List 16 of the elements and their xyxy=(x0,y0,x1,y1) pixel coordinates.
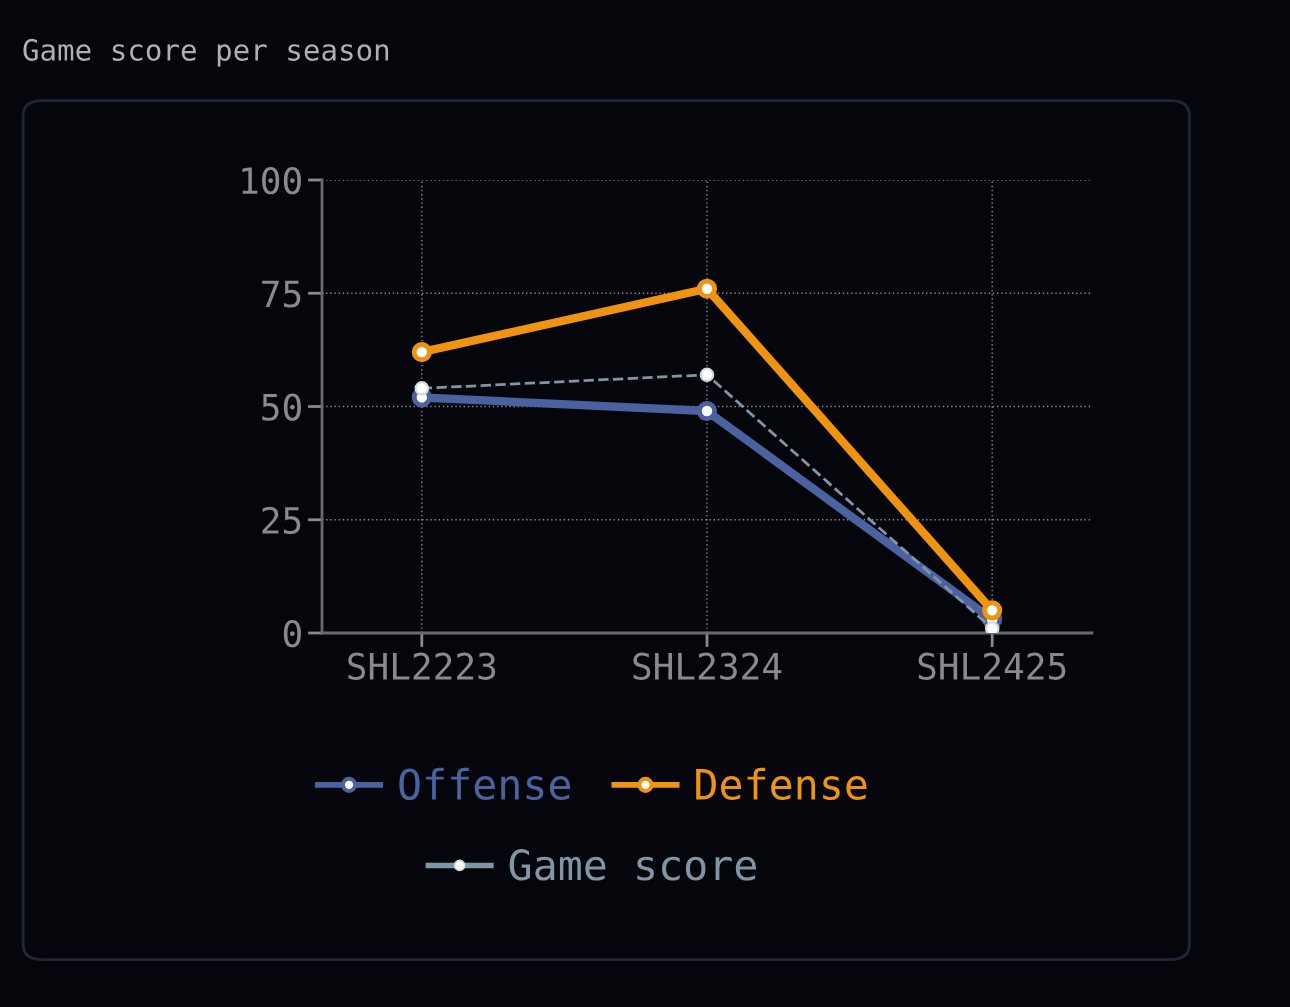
point xyxy=(696,400,718,422)
x-tick-label: SHL2425 xyxy=(918,652,1066,680)
x-tick-label: SHL2223 xyxy=(348,652,496,680)
chart-title: Game score per season xyxy=(23,38,389,67)
legend-label: Game score xyxy=(509,849,756,881)
x-tick-label: SHL2324 xyxy=(633,652,782,680)
y-tick-label: 0 xyxy=(283,620,301,648)
y-tick-label: 100 xyxy=(242,167,301,195)
legend-label: Offense xyxy=(399,767,571,801)
y-tick-label: 25 xyxy=(262,506,301,535)
legend-label: Defense xyxy=(696,767,867,801)
y-tick-label: 75 xyxy=(262,280,301,308)
point xyxy=(696,278,718,299)
point xyxy=(982,600,1003,621)
point xyxy=(411,342,432,363)
y-tick-label: 50 xyxy=(262,393,301,421)
